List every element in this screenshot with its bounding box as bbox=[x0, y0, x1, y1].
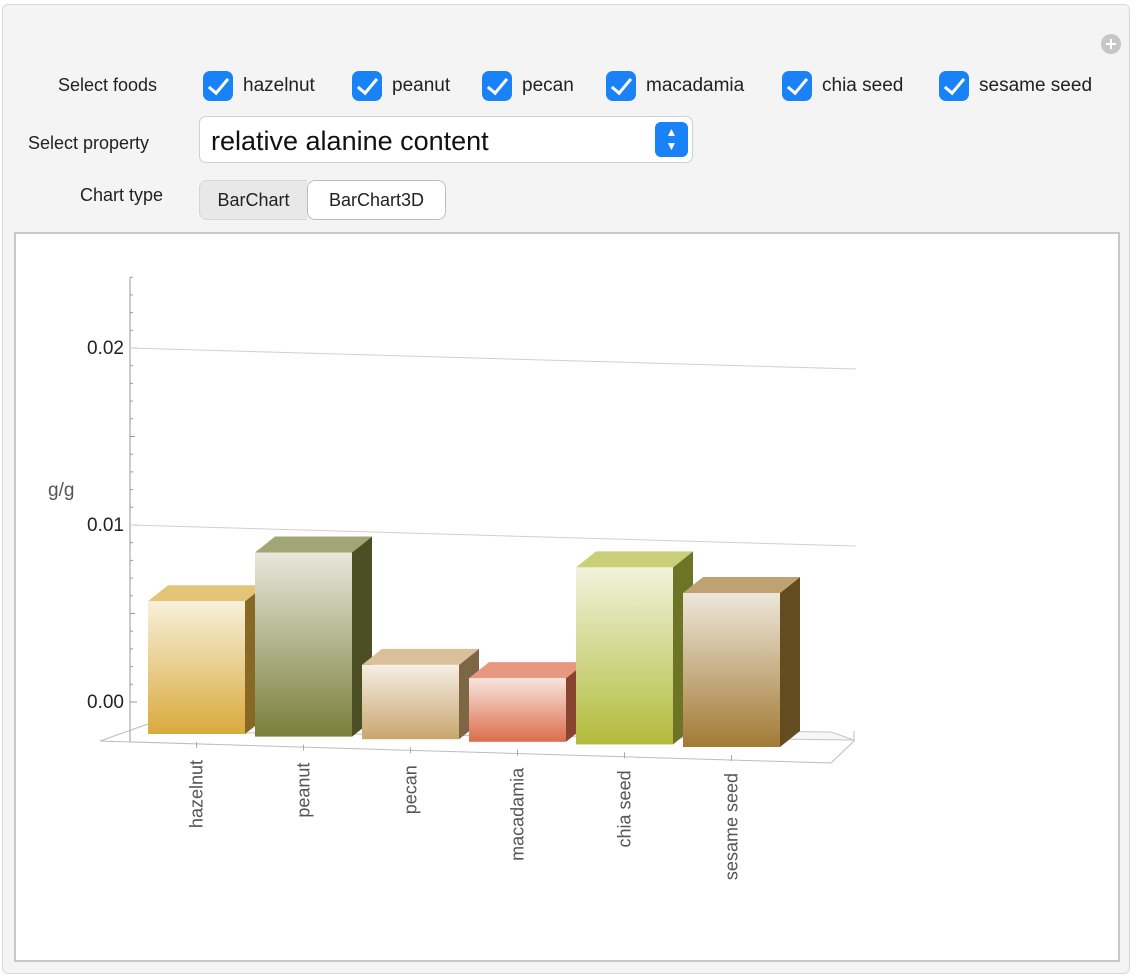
bar bbox=[469, 678, 566, 742]
bar bbox=[683, 593, 780, 747]
property-dropdown[interactable]: relative alanine content ▲ ▼ bbox=[199, 116, 693, 163]
select-foods-label: Select foods bbox=[58, 75, 158, 95]
y-tick-label: 0.02 bbox=[87, 338, 124, 359]
bar bbox=[576, 567, 673, 745]
tab-barchart3d[interactable]: BarChart3D bbox=[307, 180, 446, 220]
checkbox-label: peanut bbox=[392, 75, 451, 96]
grid-line bbox=[129, 524, 857, 547]
floor-side-edge bbox=[830, 731, 855, 764]
tab-barchart[interactable]: BarChart bbox=[199, 180, 307, 220]
floor-left-edge bbox=[99, 723, 149, 742]
checkbox-label: sesame seed bbox=[979, 75, 1093, 96]
x-tick-label: chia seed bbox=[615, 770, 635, 847]
bar-top bbox=[148, 585, 265, 602]
bar-top bbox=[683, 577, 800, 594]
chart-type-label: Chart type bbox=[80, 185, 164, 205]
checkmark-icon[interactable] bbox=[352, 71, 382, 101]
checkmark-icon[interactable] bbox=[203, 71, 233, 101]
checkmark-icon[interactable] bbox=[482, 71, 512, 101]
checkbox-chia-seed[interactable]: chia seed bbox=[782, 71, 903, 101]
bar-top bbox=[362, 648, 479, 665]
bar-side bbox=[780, 577, 800, 747]
y-tick-label: 0.00 bbox=[87, 692, 124, 713]
floor-front-edge bbox=[99, 740, 832, 764]
plus-icon[interactable] bbox=[1101, 34, 1121, 54]
y-tick-label: 0.01 bbox=[87, 515, 124, 536]
x-tick-label: macadamia bbox=[508, 767, 528, 861]
checkbox-label: pecan bbox=[522, 75, 574, 96]
x-tick-label: peanut bbox=[294, 763, 314, 818]
bar-top bbox=[255, 536, 372, 553]
property-value: relative alanine content bbox=[211, 126, 489, 156]
x-tick-label: pecan bbox=[401, 765, 421, 814]
checkmark-icon[interactable] bbox=[782, 71, 812, 101]
chart-area: 0.00 0.01 0.02 g/g hazelnut peanut pecan macada… bbox=[14, 232, 1120, 962]
updown-chevron-icon[interactable]: ▲ ▼ bbox=[655, 122, 688, 157]
checkbox-peanut[interactable]: peanut bbox=[352, 71, 450, 101]
y-axis-label: g/g bbox=[48, 480, 74, 501]
checkmark-icon[interactable] bbox=[939, 71, 969, 101]
x-tick-label: sesame seed bbox=[722, 773, 742, 880]
grid-line bbox=[129, 347, 857, 370]
bar-top bbox=[576, 551, 693, 568]
checkbox-hazelnut[interactable]: hazelnut bbox=[203, 71, 315, 101]
checkbox-pecan[interactable]: pecan bbox=[482, 71, 574, 101]
checkbox-macadamia[interactable]: macadamia bbox=[606, 71, 744, 101]
bar-chart-3d: 0.00 0.01 0.02 g/g hazelnut peanut pecan macada… bbox=[48, 276, 857, 880]
checkbox-label: hazelnut bbox=[243, 75, 315, 96]
checkmark-icon[interactable] bbox=[606, 71, 636, 101]
checkbox-label: macadamia bbox=[646, 75, 745, 96]
bar bbox=[362, 664, 459, 740]
checkbox-sesame-seed[interactable]: sesame seed bbox=[939, 71, 1092, 101]
bar-top bbox=[469, 662, 586, 679]
select-property-label: Select property bbox=[28, 133, 150, 153]
bar bbox=[148, 601, 245, 734]
checkbox-label: chia seed bbox=[822, 75, 904, 96]
bar bbox=[255, 552, 352, 737]
x-tick-label: hazelnut bbox=[187, 760, 207, 828]
